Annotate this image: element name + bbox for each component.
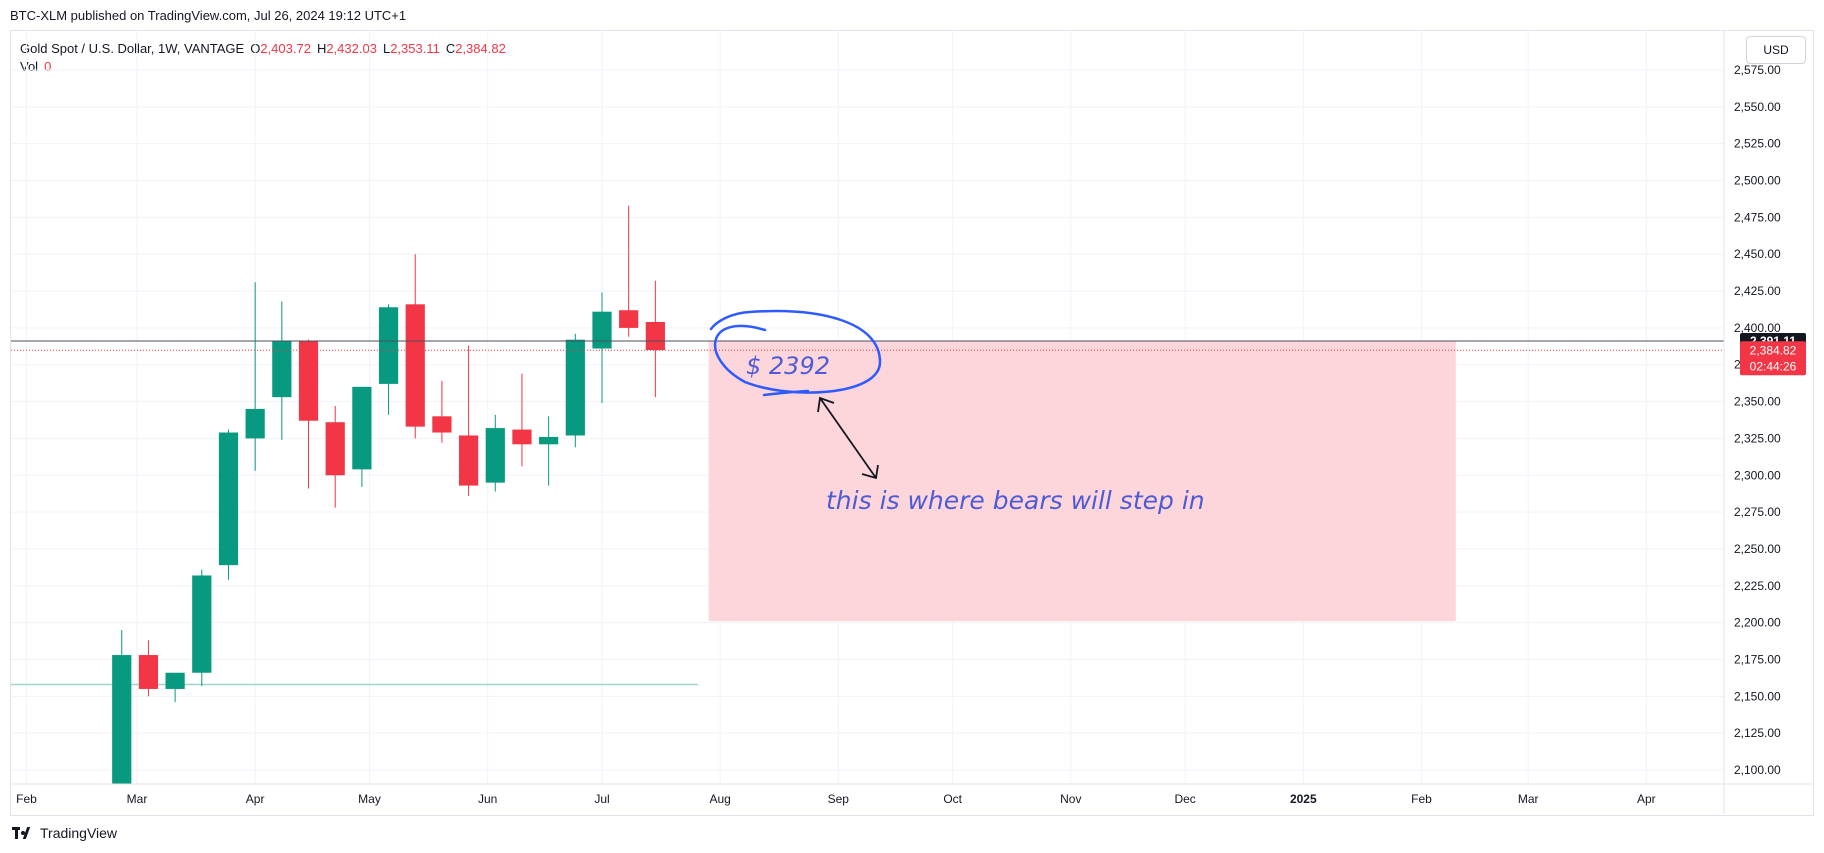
candle-body — [645, 322, 665, 350]
candle-body — [192, 575, 212, 673]
y-tick-label: 2,100.00 — [1734, 763, 1781, 777]
chart-frame — [10, 30, 1814, 816]
x-tick-label: Jul — [594, 792, 609, 806]
countdown-label: 02:44:26 — [1750, 359, 1797, 373]
price-circle-annotation — [709, 309, 882, 394]
candle-body — [432, 416, 452, 433]
tradingview-brand: TradingView — [12, 825, 117, 841]
candle-body — [272, 341, 292, 398]
y-tick-label: 2,575.00 — [1734, 63, 1781, 77]
x-tick-label: Apr — [246, 792, 265, 806]
y-tick-label: 2,325.00 — [1734, 431, 1781, 445]
brand-name: TradingView — [40, 825, 118, 841]
y-tick-label: 2,300.00 — [1734, 468, 1781, 482]
y-tick-label: 2,425.00 — [1734, 284, 1781, 298]
arrow-head-top — [817, 396, 835, 413]
y-tick-label: 2,450.00 — [1734, 247, 1781, 261]
caption-text: this is where bears will step in — [826, 486, 1205, 515]
last-price-tag — [1740, 341, 1806, 376]
x-tick-label: Mar — [127, 792, 148, 806]
high-label: H — [316, 41, 327, 56]
y-tick-label: 2,350.00 — [1734, 395, 1781, 409]
x-tick-label: Aug — [709, 792, 730, 806]
price-note-text: $ 2392 — [746, 352, 830, 380]
close-label: C — [445, 41, 456, 56]
y-tick-label: 2,500.00 — [1734, 174, 1781, 188]
candle-body — [245, 408, 265, 439]
candle-body — [378, 307, 399, 384]
y-tick-label: 2,400.00 — [1734, 321, 1781, 335]
y-tick-label: 2,125.00 — [1734, 726, 1781, 740]
y-tick-label: 2,200.00 — [1734, 616, 1781, 630]
candle-body — [619, 310, 639, 328]
plot-area — [11, 205, 1724, 784]
x-tick-label: Mar — [1518, 792, 1539, 806]
arrow-head-bottom — [861, 464, 879, 480]
y-tick-label: 2,150.00 — [1734, 689, 1781, 703]
x-tick-label: Sep — [828, 792, 850, 806]
y-tick-label: 2,525.00 — [1734, 137, 1781, 151]
y-tick-label: 2,475.00 — [1734, 210, 1781, 224]
low-label: L — [382, 41, 391, 56]
candle-body — [138, 655, 159, 689]
x-tick-label: Dec — [1174, 792, 1195, 806]
x-tick-label: Oct — [943, 792, 962, 806]
candle-body — [485, 428, 505, 483]
candle-body — [565, 339, 585, 436]
low-value: 2,353.11 — [390, 41, 440, 56]
circle-tail-stroke — [762, 389, 810, 397]
x-tick-label: 2025 — [1290, 792, 1317, 806]
candle-body — [298, 341, 319, 421]
x-tick-label: Nov — [1060, 792, 1081, 806]
y-tick-label: 2,225.00 — [1734, 579, 1781, 593]
arrow-line — [819, 397, 877, 479]
candle-body — [512, 429, 532, 445]
y-tick-label: 2,250.00 — [1734, 542, 1781, 556]
y-tick-label: 2,275.00 — [1734, 505, 1781, 519]
x-tick-label: May — [358, 792, 381, 806]
candle-body — [539, 436, 559, 445]
currency-unit-button[interactable]: USD — [1746, 36, 1806, 64]
candle-body — [325, 422, 345, 476]
candle-body — [352, 386, 372, 470]
x-tick-label: Feb — [16, 792, 37, 806]
high-value: 2,432.03 — [326, 41, 377, 56]
publisher-line: BTC-XLM published on TradingView.com, Ju… — [10, 8, 407, 23]
bear-zone-rect — [708, 341, 1456, 622]
volume-value: 0 — [44, 59, 52, 74]
candle-body — [592, 311, 612, 349]
ohlc-row: Gold Spot / U.S. Dollar, 1W, VANTAGE O2,4… — [20, 40, 506, 58]
tradingview-logo-icon — [12, 827, 34, 839]
candle-body — [165, 672, 185, 689]
candle-body — [458, 435, 479, 486]
close-value: 2,384.82 — [455, 41, 506, 56]
candle-body — [218, 432, 239, 566]
open-value: 2,403.72 — [260, 41, 311, 56]
x-tick-label: Jun — [478, 792, 497, 806]
last-price-label: 2,384.82 — [1750, 343, 1797, 357]
symbol-description[interactable]: Gold Spot / U.S. Dollar, 1W, VANTAGE — [20, 41, 245, 56]
candle-body — [112, 655, 132, 784]
y-tick-label: 2,550.00 — [1734, 100, 1781, 114]
candle-body — [405, 304, 425, 427]
y-tick-label: 2,175.00 — [1734, 652, 1781, 666]
x-tick-label: Apr — [1637, 792, 1656, 806]
x-tick-label: Feb — [1411, 792, 1432, 806]
